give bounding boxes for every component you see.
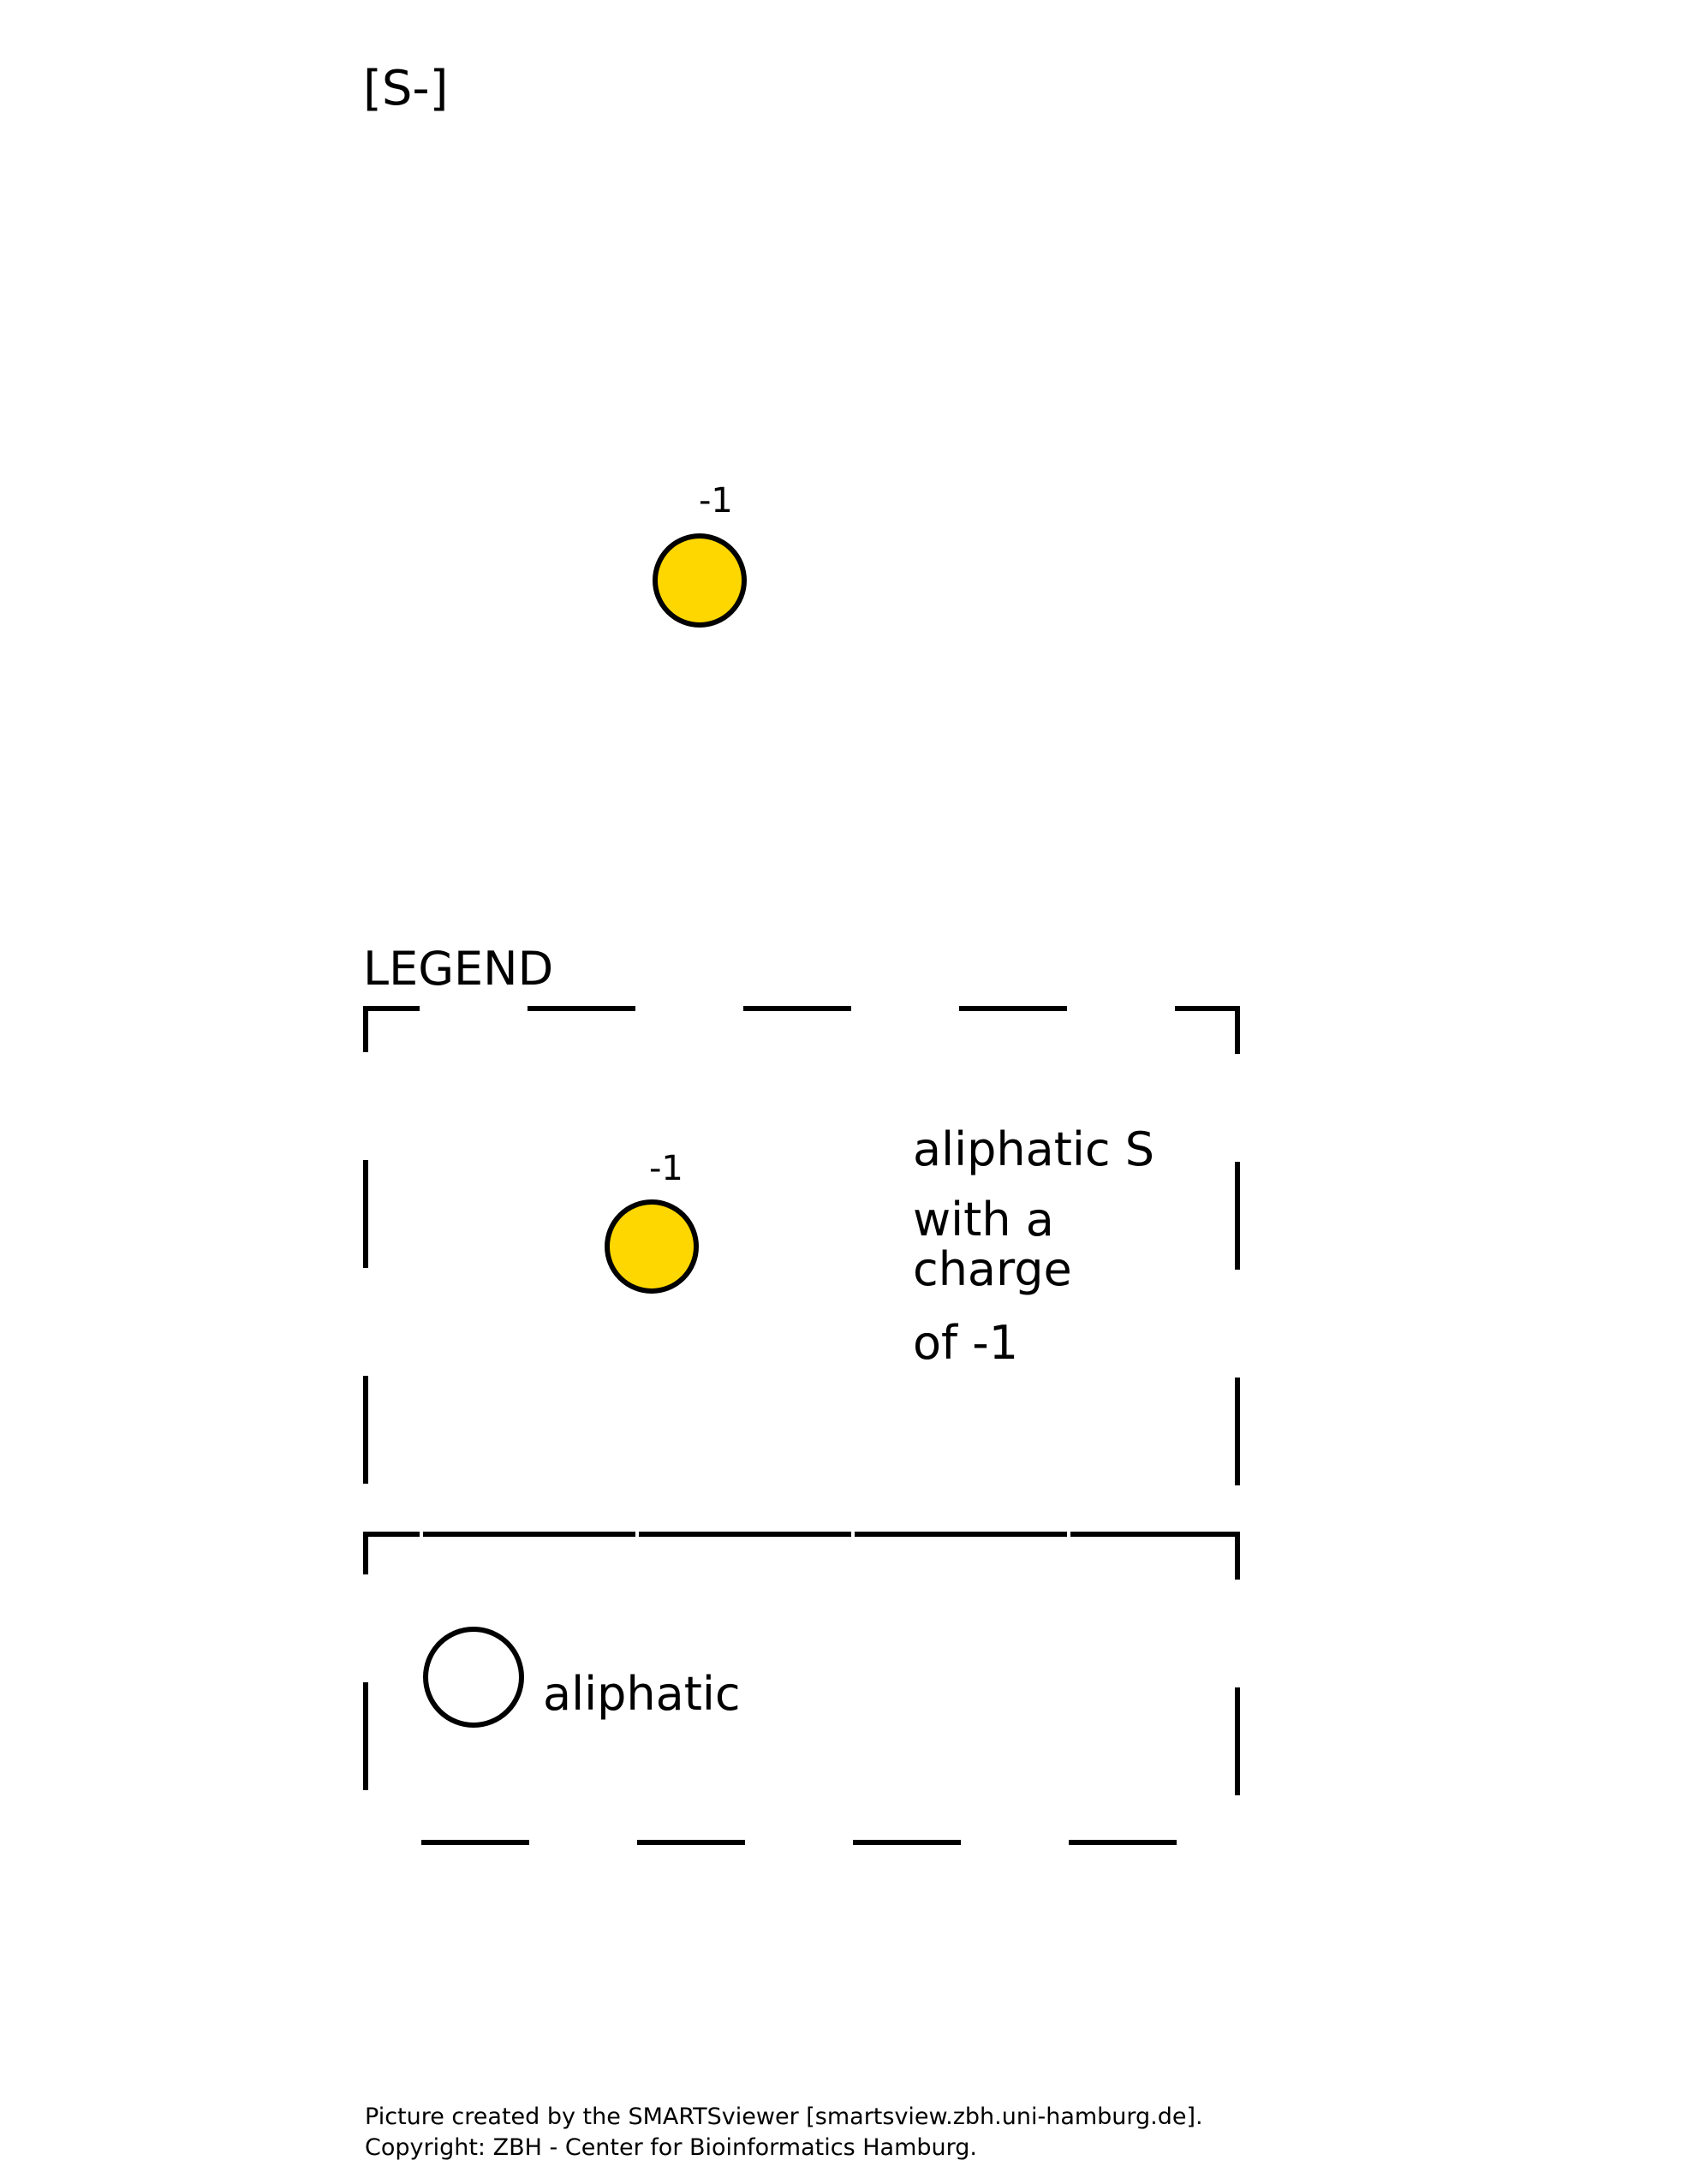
legend-description-aliphatic: aliphatic: [543, 1667, 741, 1721]
legend-description-line: aliphatic S: [913, 1122, 1154, 1176]
footer-credits: Picture created by the SMARTSviewer [sma…: [365, 2102, 1203, 2163]
legend-box-aliphatic: [363, 1532, 1240, 1845]
legend-aliphatic-circle: [423, 1627, 524, 1728]
sulfur-atom: [653, 533, 747, 628]
legend-atom-charge-label: -1: [649, 1149, 683, 1188]
legend-title: LEGEND: [363, 942, 554, 996]
legend-description-line: of -1: [913, 1316, 1019, 1370]
legend-description-line: charge: [913, 1242, 1072, 1296]
legend-box-charged-s: [363, 1006, 1240, 1537]
legend-charged-sulfur-atom: [605, 1199, 699, 1294]
legend-description-line: with a: [913, 1193, 1054, 1247]
smarts-pattern: [S-]: [363, 61, 449, 116]
atom-charge-label: -1: [699, 481, 733, 521]
footer-line-copyright: Copyright: ZBH - Center for Bioinformati…: [365, 2134, 977, 2161]
footer-line-created-by: Picture created by the SMARTSviewer [sma…: [365, 2104, 1203, 2130]
